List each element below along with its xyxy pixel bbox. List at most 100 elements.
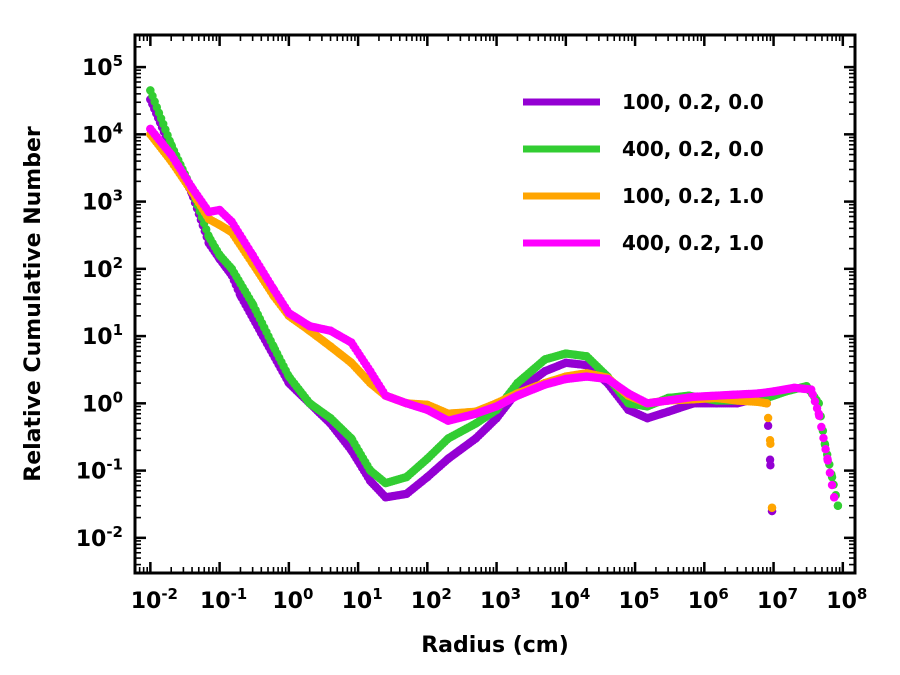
series-layer — [146, 86, 843, 516]
data-point — [823, 454, 832, 463]
series-marker — [763, 421, 773, 430]
x-tick-label: 102 — [411, 585, 452, 614]
data-point — [603, 374, 612, 384]
data-point — [689, 392, 698, 402]
x-tick-label: 100 — [272, 585, 313, 614]
data-point — [423, 454, 432, 463]
data-point — [347, 358, 356, 368]
data-point — [215, 250, 224, 260]
y-tick-label: 101 — [82, 321, 123, 350]
data-point — [833, 501, 843, 510]
data-point — [663, 407, 673, 416]
data-point — [204, 207, 214, 217]
data-point — [471, 419, 480, 428]
data-point — [767, 503, 777, 512]
y-tick-label: 105 — [82, 52, 123, 81]
x-tick-label: 10-1 — [200, 585, 247, 614]
y-tick-label: 104 — [82, 119, 123, 148]
data-point — [540, 367, 550, 376]
data-point — [366, 466, 375, 475]
series-4 — [146, 124, 839, 502]
series-marker — [817, 422, 826, 432]
data-point — [443, 416, 453, 425]
data-point — [215, 205, 224, 215]
legend-label: 100, 0.2, 1.0 — [622, 184, 764, 208]
data-point — [762, 399, 772, 408]
data-point — [643, 414, 652, 423]
series-marker — [825, 468, 835, 477]
y-tick-label: 103 — [82, 187, 123, 216]
data-point — [167, 150, 176, 159]
x-tick-label: 105 — [619, 585, 660, 614]
data-point — [733, 390, 742, 399]
x-tick-label: 108 — [826, 585, 867, 614]
legend-label: 400, 0.2, 1.0 — [622, 231, 764, 255]
y-axis-title: Relative Cumulative Number — [21, 126, 46, 482]
x-tick-label: 107 — [757, 585, 798, 614]
data-point — [381, 478, 390, 488]
y-tick-label: 10-2 — [76, 523, 123, 552]
data-point — [663, 396, 673, 405]
data-point — [402, 489, 411, 499]
data-point — [227, 217, 236, 227]
series-marker — [827, 480, 837, 490]
data-point — [829, 493, 839, 502]
series-marker — [821, 444, 830, 454]
data-point — [227, 264, 236, 274]
data-point — [492, 402, 501, 411]
data-point — [187, 183, 197, 193]
data-point — [423, 405, 432, 415]
data-point — [423, 472, 432, 482]
data-point — [790, 383, 799, 393]
data-point — [643, 399, 652, 408]
data-point — [248, 299, 257, 309]
label-layer: 10-2 10-1 100 101 102 103 104 105 106 107 108 10-2 1… — [76, 52, 868, 614]
data-point — [807, 385, 816, 394]
y-tick-label: 10-1 — [76, 456, 123, 485]
data-point — [402, 472, 411, 482]
data-point — [561, 358, 571, 368]
x-tick-label: 101 — [342, 585, 383, 614]
data-point — [471, 434, 480, 443]
data-point — [284, 372, 294, 381]
legend-item: 400, 0.2, 0.0 — [523, 137, 764, 161]
data-point — [712, 391, 721, 400]
data-point — [402, 399, 411, 408]
data-point — [582, 372, 591, 381]
legend-label: 400, 0.2, 0.0 — [622, 137, 764, 161]
data-point — [769, 387, 778, 396]
data-point — [326, 414, 335, 423]
data-point — [269, 284, 278, 294]
data-point — [284, 308, 294, 318]
x-tick-label: 104 — [549, 585, 590, 614]
data-point — [513, 378, 522, 388]
data-point — [561, 349, 571, 358]
data-point — [381, 391, 390, 400]
data-point — [215, 220, 224, 230]
data-point — [766, 461, 775, 470]
data-point — [204, 214, 214, 224]
data-point — [754, 397, 763, 407]
data-point — [443, 454, 453, 463]
data-point — [381, 493, 390, 502]
x-axis-title: Radius (cm) — [421, 633, 569, 658]
data-point — [326, 342, 335, 351]
plot-frame — [133, 33, 857, 575]
x-tick-label: 103 — [480, 585, 521, 614]
data-point — [204, 232, 214, 241]
data-point — [347, 338, 356, 347]
data-point — [305, 399, 314, 408]
data-point — [248, 250, 257, 260]
legend: 100, 0.2, 0.0 400, 0.2, 0.0 100, 0.2, 1.0 4… — [523, 90, 764, 255]
data-point — [624, 399, 633, 408]
data-point — [582, 352, 591, 361]
data-point — [766, 439, 775, 449]
legend-item: 400, 0.2, 1.0 — [523, 231, 764, 255]
data-point — [305, 322, 314, 331]
data-point — [347, 434, 356, 443]
series-marker — [810, 397, 820, 406]
x-tick-label: 10-2 — [131, 585, 178, 614]
data-point — [366, 367, 375, 376]
data-point — [443, 434, 453, 443]
